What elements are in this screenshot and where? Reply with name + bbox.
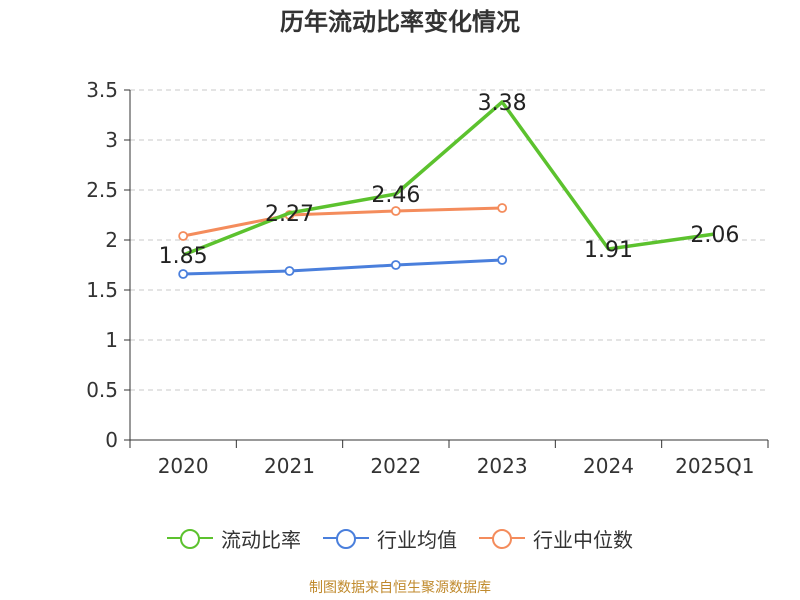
legend-item[interactable]: 行业均值 xyxy=(323,524,457,553)
data-label: 1.91 xyxy=(584,238,633,263)
legend-item[interactable]: 流动比率 xyxy=(167,524,301,553)
x-tick-label: 2020 xyxy=(158,454,209,478)
data-label: 2.06 xyxy=(690,223,739,248)
legend-item[interactable]: 行业中位数 xyxy=(479,524,633,553)
x-tick-label: 2021 xyxy=(264,454,315,478)
legend: 流动比率 行业均值 行业中位数 xyxy=(0,520,800,556)
data-point xyxy=(497,255,508,265)
legend-marker-icon xyxy=(479,528,525,549)
source-note: 制图数据来自恒生聚源数据库 xyxy=(309,580,491,596)
legend-marker-icon xyxy=(323,528,369,549)
series-line xyxy=(182,100,716,257)
series-line xyxy=(183,258,503,276)
data-label: 3.38 xyxy=(478,91,527,116)
y-tick-label: 2 xyxy=(105,228,118,252)
legend-label: 行业均值 xyxy=(377,527,457,552)
y-tick-label: 3 xyxy=(105,128,118,152)
data-point xyxy=(390,206,401,216)
y-tick-label: 3.5 xyxy=(86,78,118,102)
chart-title: 历年流动比率变化情况 xyxy=(280,8,520,36)
data-label: 2.46 xyxy=(371,183,420,208)
x-tick-label: 2025Q1 xyxy=(675,454,754,478)
x-tick-label: 2024 xyxy=(583,454,634,478)
y-tick-label: 2.5 xyxy=(86,178,118,202)
x-tick-label: 2022 xyxy=(370,454,421,478)
data-label: 2.27 xyxy=(265,202,314,227)
y-tick-label: 1.5 xyxy=(86,278,118,302)
data-point xyxy=(178,231,189,241)
y-tick-label: 0 xyxy=(105,428,118,452)
y-tick-label: 1 xyxy=(105,328,118,352)
data-point xyxy=(178,269,189,279)
x-tick-label: 2023 xyxy=(477,454,528,478)
data-label: 1.85 xyxy=(159,244,208,269)
data-point xyxy=(497,203,508,213)
y-tick-label: 0.5 xyxy=(86,378,118,402)
legend-marker-icon xyxy=(167,528,213,549)
data-point xyxy=(390,260,401,270)
data-point xyxy=(284,266,295,276)
legend-label: 行业中位数 xyxy=(533,527,633,552)
legend-label: 流动比率 xyxy=(221,527,301,552)
series-line xyxy=(182,206,503,238)
